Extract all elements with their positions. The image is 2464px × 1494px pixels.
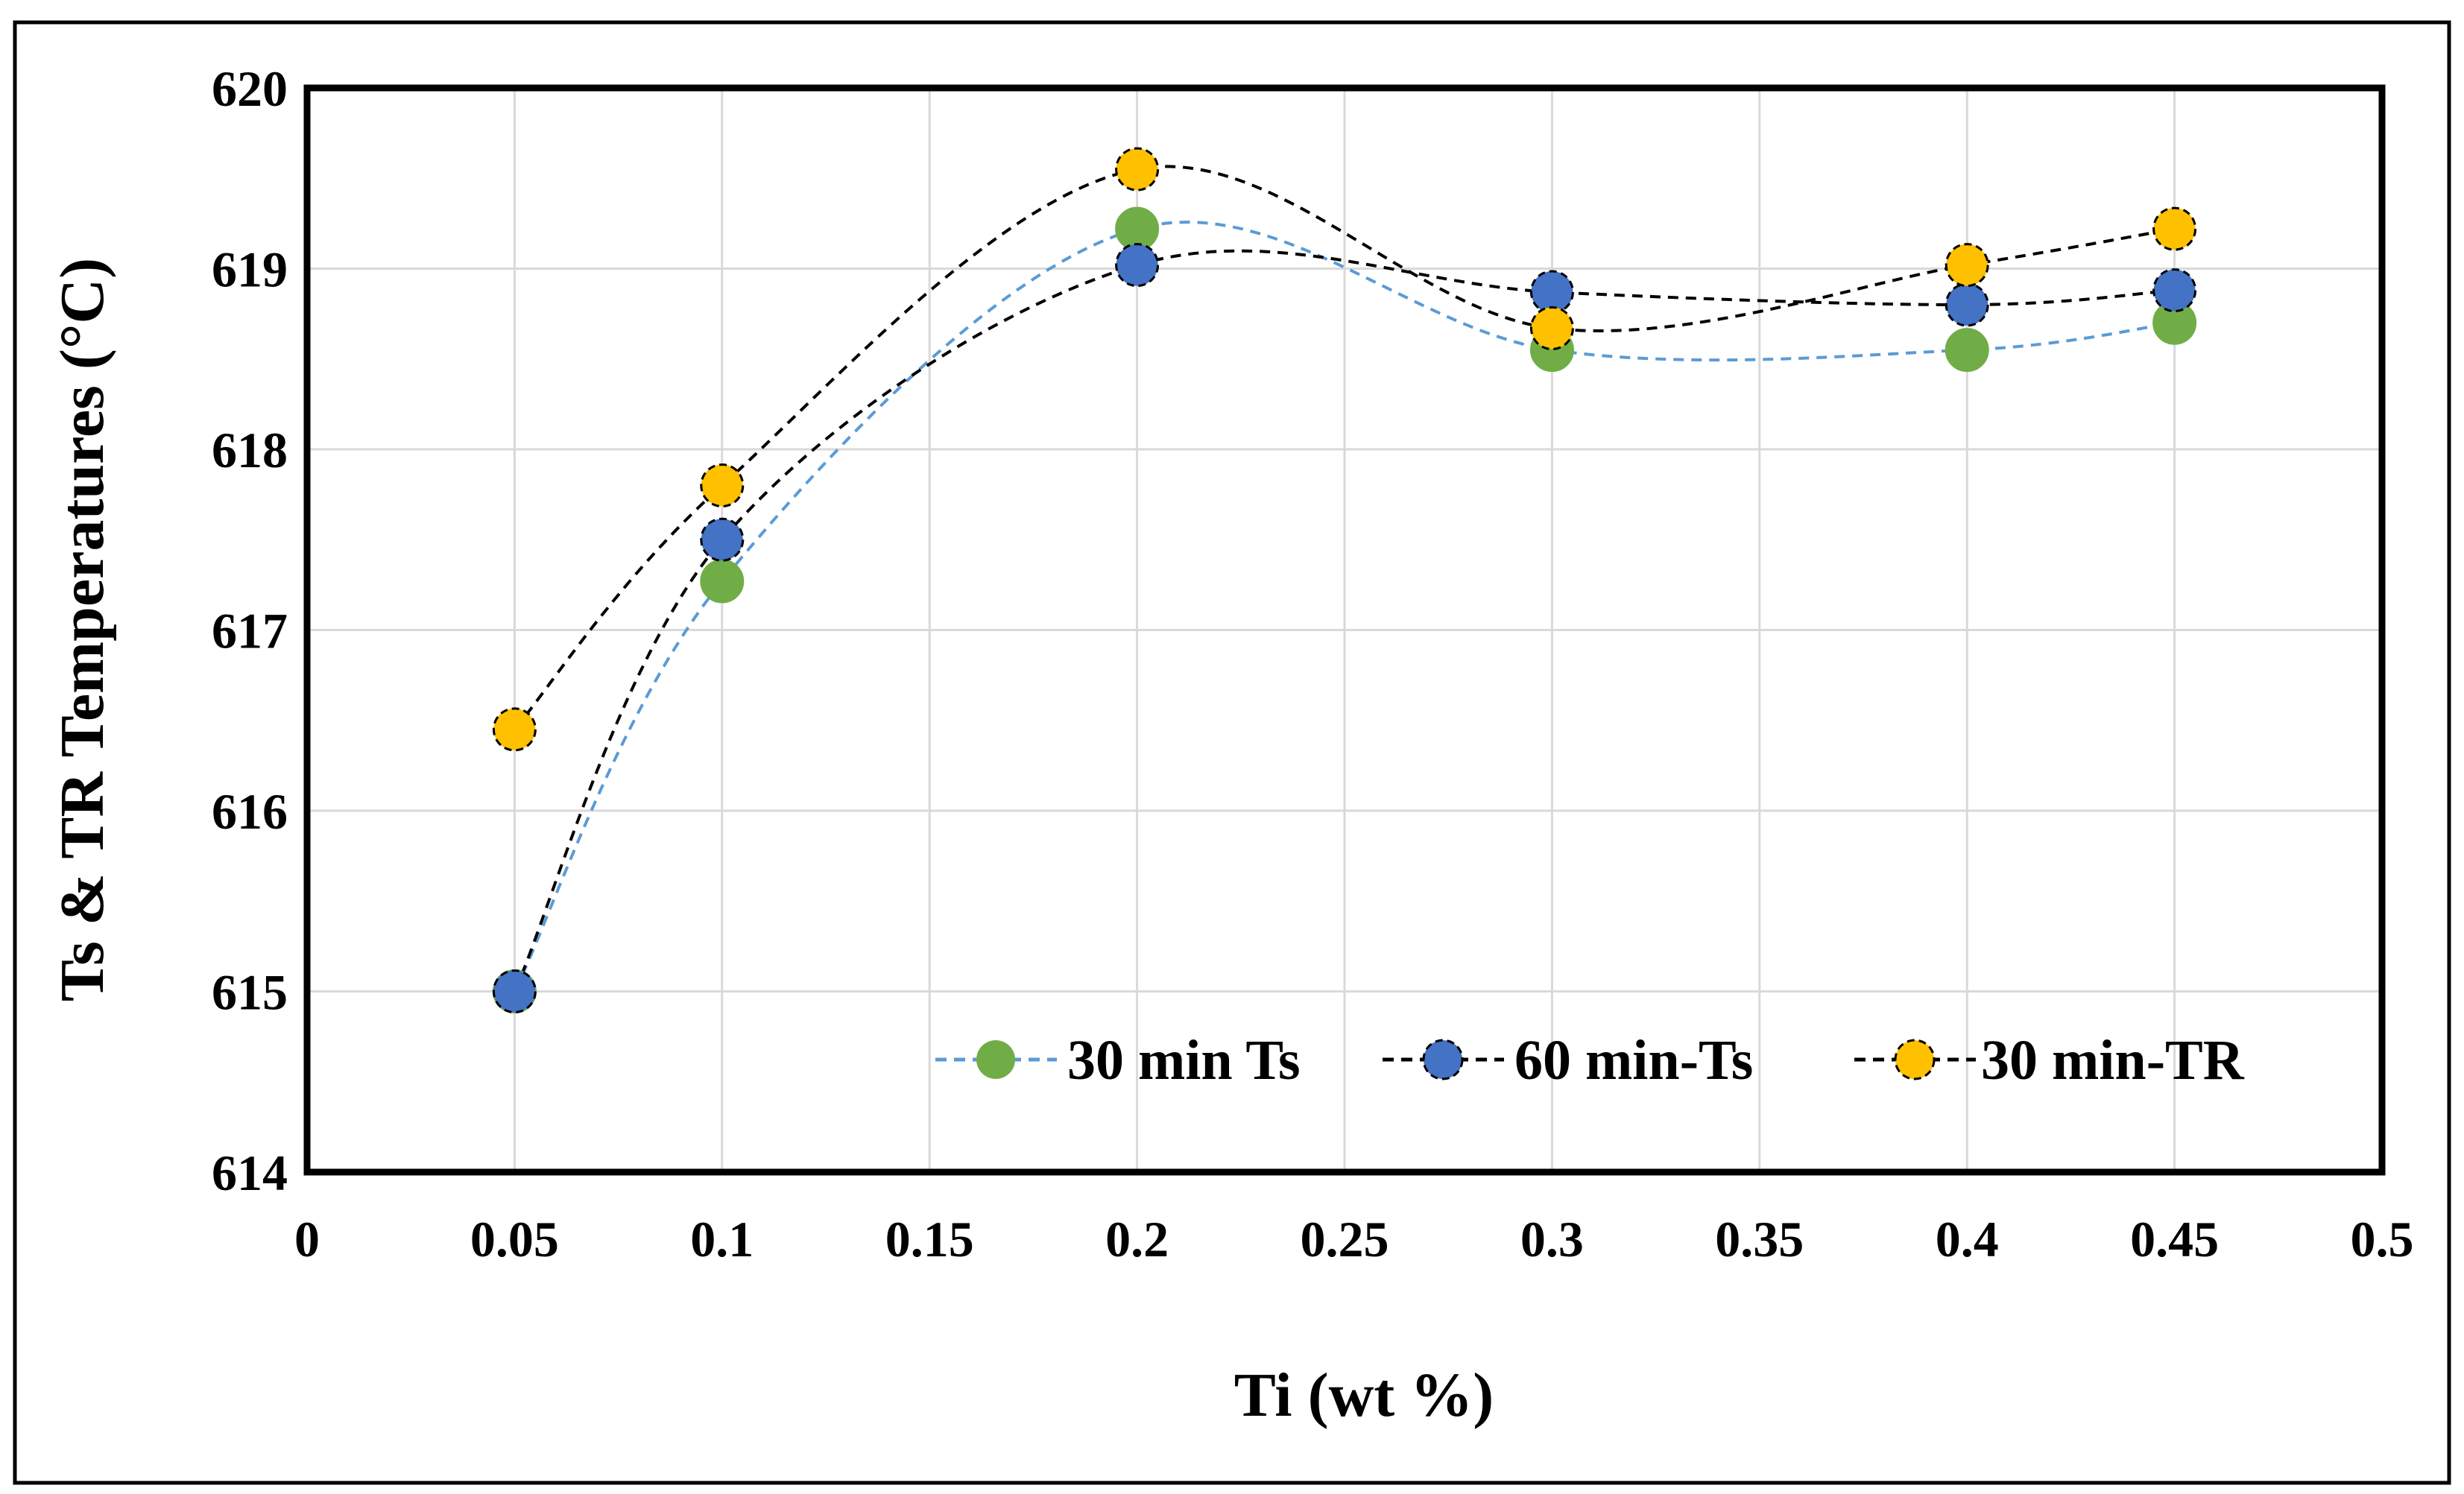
point-60-min-ts-0-05 (492, 969, 537, 1013)
x-tick-label-0-35: 0.35 (1715, 1211, 1804, 1267)
legend-label-30-min-ts: 30 min Ts (1067, 1029, 1301, 1092)
legend-marker-30-min-tr (1894, 1039, 1936, 1080)
outer-border (13, 20, 2451, 1485)
y-tick-label-619: 619 (212, 241, 288, 298)
y-tick-label-617: 617 (212, 603, 288, 659)
point-30-min-tr-0-4 (1945, 243, 1989, 288)
point-30-min-ts-0-4 (1945, 328, 1989, 373)
x-tick-label-0-5: 0.5 (2351, 1211, 2414, 1267)
point-30-min-tr-0-2 (1115, 147, 1160, 192)
x-axis-ticks: 0 0.05 0.1 0.15 0.2 0.25 0.3 0.35 0.4 0.45 0.5 (294, 1211, 2414, 1267)
point-60-min-ts-0-45 (2152, 268, 2197, 313)
legend-label-30-min-tr: 30 min-TR (1981, 1029, 2245, 1092)
legend-label-60-min-ts: 60 min-Ts (1514, 1029, 1753, 1092)
legend-marker-30-min-ts (976, 1040, 1015, 1079)
y-tick-label-620: 620 (212, 60, 288, 117)
x-tick-label-0-05: 0.05 (470, 1211, 559, 1267)
x-tick-label-0-45: 0.45 (2130, 1211, 2219, 1267)
plot-area-border (303, 84, 2386, 1176)
point-60-min-ts-0-2 (1115, 243, 1160, 288)
x-tick-label-0-1: 0.1 (690, 1211, 754, 1267)
x-tick-label-0-4: 0.4 (1936, 1211, 1999, 1267)
point-60-min-ts-0-1 (700, 517, 745, 562)
y-tick-label-614: 614 (212, 1145, 288, 1201)
legend-item-30-min-tr[interactable]: 30 min-TR (1854, 1029, 2245, 1092)
point-60-min-ts-0-3 (1529, 270, 1574, 314)
x-axis-title: Ti (wt %) (1234, 1361, 1494, 1430)
trend-curve-30-min-tr (513, 165, 2175, 731)
y-tick-label-615: 615 (212, 964, 288, 1021)
x-tick-label-0-15: 0.15 (885, 1211, 974, 1267)
y-axis-title: Ts & TR Temperatures (°C) (48, 258, 117, 1001)
point-30-min-tr-0-3 (1529, 306, 1574, 351)
trend-curve-60-min-ts (513, 249, 2175, 993)
trend-curve-30-min-ts (513, 221, 2175, 993)
x-tick-label-0-3: 0.3 (1520, 1211, 1584, 1267)
legend-item-30-min-ts[interactable]: 30 min Ts (935, 1029, 1301, 1092)
point-30-min-ts-0-1 (700, 559, 745, 604)
point-60-min-ts-0-4 (1945, 282, 1989, 327)
x-tick-label-0-2: 0.2 (1105, 1211, 1169, 1267)
data-markers (492, 147, 2197, 1013)
point-30-min-tr-0-1 (700, 463, 745, 507)
point-30-min-tr-0-05 (492, 707, 537, 752)
grid (306, 86, 2384, 1174)
x-tick-label-0: 0 (294, 1211, 320, 1267)
legend-item-60-min-ts[interactable]: 60 min-Ts (1383, 1029, 1753, 1092)
y-tick-label-616: 616 (212, 783, 288, 840)
y-axis-ticks: 614 615 616 617 618 619 620 (212, 60, 288, 1201)
y-tick-label-618: 618 (212, 422, 288, 478)
x-tick-label-0-25: 0.25 (1301, 1211, 1389, 1267)
point-30-min-tr-0-45 (2152, 206, 2197, 251)
trend-curves (513, 165, 2175, 993)
legend: 30 min Ts 60 min-Ts 30 min-TR (935, 1029, 2245, 1092)
legend-marker-60-min-ts (1422, 1039, 1464, 1080)
